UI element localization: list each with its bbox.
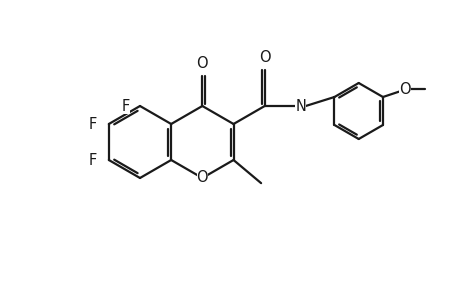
- Text: F: F: [89, 116, 97, 131]
- Text: F: F: [89, 152, 97, 167]
- Text: O: O: [398, 82, 410, 97]
- Text: O: O: [196, 170, 208, 185]
- Text: O: O: [258, 50, 270, 65]
- Text: F: F: [122, 98, 130, 113]
- Text: O: O: [196, 56, 208, 71]
- Text: N: N: [295, 98, 306, 113]
